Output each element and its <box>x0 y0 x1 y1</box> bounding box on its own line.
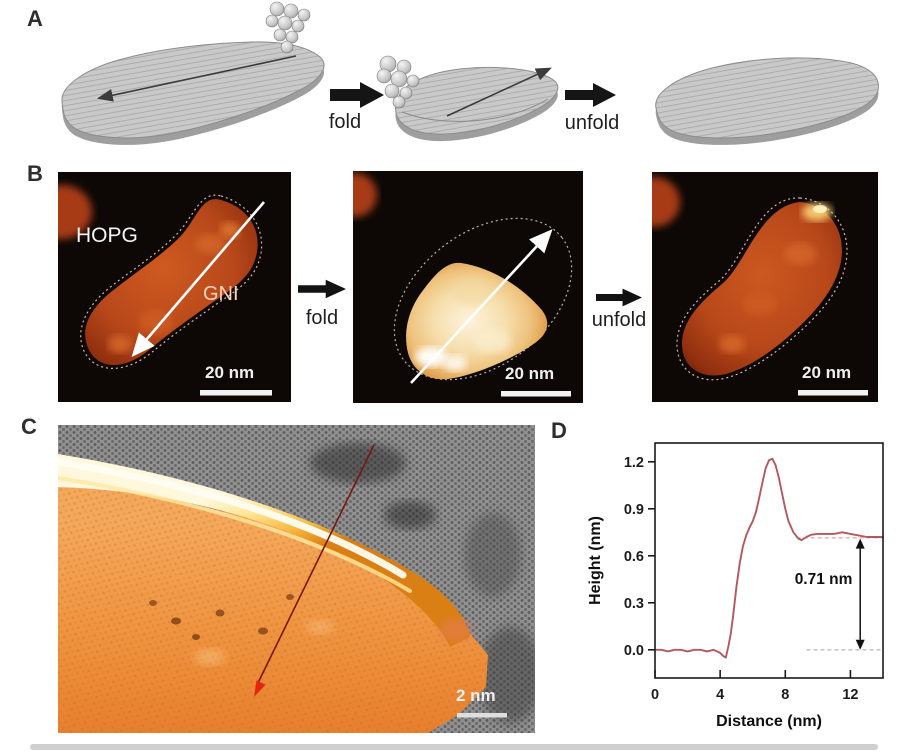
scale-bar <box>501 391 571 397</box>
height-profile-chart: 0.0 0.3 0.6 0.9 1.2 0 4 8 12 0.71 nm Distance (nm)… <box>587 442 884 730</box>
neighbor-island-blob <box>353 173 377 217</box>
height-annotation: 0.71 nm <box>795 571 853 588</box>
panel-c-label: C <box>21 414 37 439</box>
scale-bar <box>200 390 272 396</box>
afm-tip-icon <box>265 1 311 54</box>
stm-image-folded: 20 nm <box>353 171 583 403</box>
schematic-panel <box>61 1 879 145</box>
scale-label: 2 nm <box>456 686 496 705</box>
folded-flake-schematic <box>394 67 559 142</box>
x-tick-label: 4 <box>716 687 724 703</box>
y-tick-label: 0.0 <box>624 643 644 659</box>
unfolded-flake-schematic <box>655 57 879 145</box>
panel-b-unfold-label: unfold <box>591 309 647 331</box>
original-footprint-dashed <box>393 217 573 381</box>
afm-tip-icon <box>376 55 420 109</box>
height-profile-curve <box>654 457 884 659</box>
panel-d-label: D <box>551 418 567 443</box>
x-tick-label: 8 <box>781 687 789 703</box>
scale-bar <box>457 713 507 718</box>
y-tick-label: 0.3 <box>624 596 644 612</box>
panel-a-unfold-label: unfold <box>564 112 620 134</box>
fold-ridge <box>58 453 470 647</box>
figure-bottom-rule <box>30 744 878 750</box>
stm-image-folded-edge: 2 nm <box>58 425 535 733</box>
unfold-axis-arrow <box>410 229 553 384</box>
scale-label: 20 nm <box>802 363 851 382</box>
profile-arrowhead <box>254 680 266 697</box>
island-outline-dashed <box>80 194 263 369</box>
y-tick-label: 0.6 <box>624 549 644 565</box>
arrowhead-up-icon <box>855 538 865 549</box>
substrate-label: HOPG <box>76 224 138 247</box>
panel-b-fold-label: fold <box>305 307 339 329</box>
flat-flake-schematic <box>61 41 325 145</box>
unfold-arrow-icon <box>596 288 642 307</box>
x-tick-label: 12 <box>842 687 858 703</box>
neighbor-island-blob <box>652 177 680 227</box>
neighbor-island-blob <box>58 185 92 239</box>
scale-bar <box>798 390 868 396</box>
plot-frame <box>654 442 884 679</box>
panel-a-fold-label: fold <box>328 111 362 133</box>
fold-arrow-icon <box>298 279 346 299</box>
panel-b-label: B <box>27 161 43 186</box>
fold-arrow-icon <box>330 82 384 108</box>
scale-label: 20 nm <box>505 364 554 383</box>
profile-line-arrow <box>255 444 375 688</box>
fold-direction-arrow <box>96 55 297 102</box>
unfold-arrow-icon <box>565 83 616 107</box>
stm-image-before-fold: HOPG GNI 20 nm <box>58 172 291 402</box>
stm-image-unfolded: 20 nm <box>652 172 878 402</box>
scale-label: 20 nm <box>205 363 254 382</box>
y-axis-label: Height (nm) <box>587 516 604 605</box>
x-axis-label: Distance (nm) <box>716 713 822 730</box>
panel-a-label: A <box>27 6 43 31</box>
y-tick-label: 1.2 <box>624 455 644 471</box>
unfold-direction-arrow <box>446 67 552 117</box>
fold-axis-arrow <box>131 201 265 357</box>
y-tick-label: 0.9 <box>624 502 644 518</box>
island-label: GNI <box>203 283 239 305</box>
arrowhead-down-icon <box>855 639 865 650</box>
x-tick-label: 0 <box>651 687 659 703</box>
